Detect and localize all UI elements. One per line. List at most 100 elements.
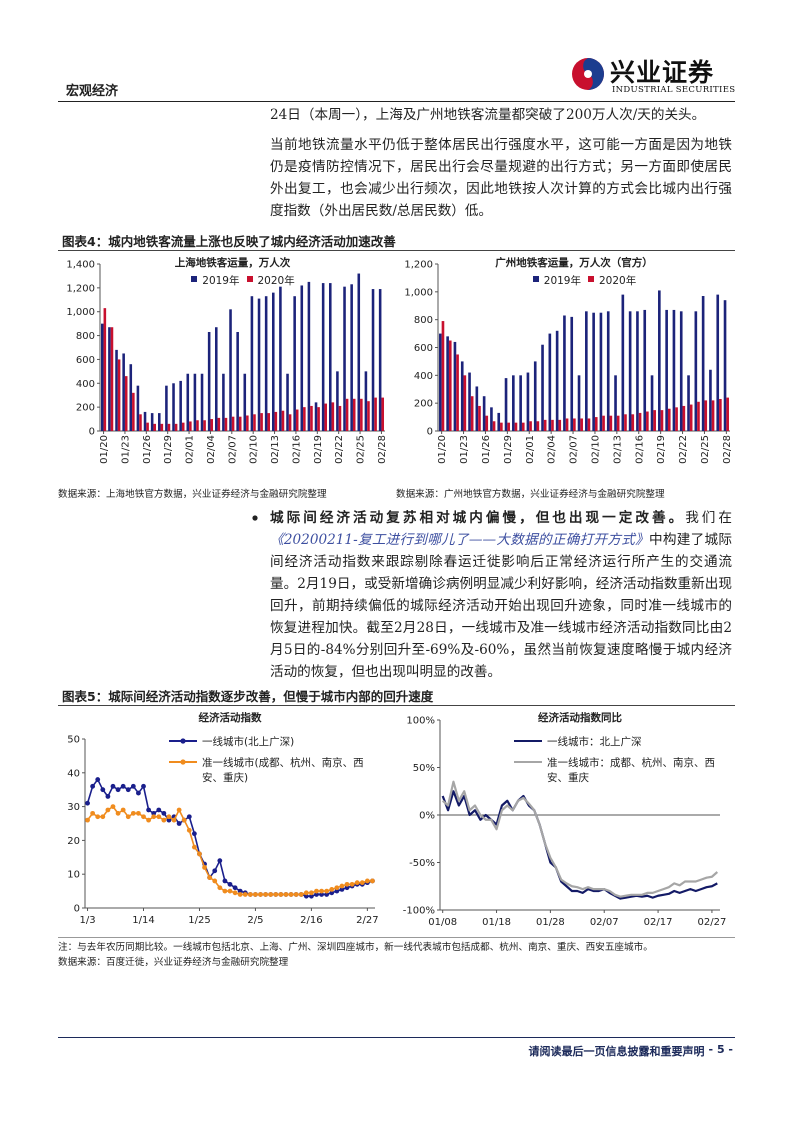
bar bbox=[139, 414, 142, 431]
swatch bbox=[588, 276, 594, 282]
x-tick-label: 02/19 bbox=[656, 435, 667, 464]
point bbox=[171, 817, 177, 823]
logo-name: 兴业证券 bbox=[610, 58, 715, 87]
bar bbox=[460, 361, 464, 431]
point bbox=[161, 817, 167, 823]
point bbox=[115, 787, 121, 793]
report-link[interactable]: 《20200211-复工进行到哪儿了——大数据的正确打开方式》 bbox=[270, 532, 650, 548]
bar bbox=[153, 423, 157, 431]
bar bbox=[478, 405, 481, 431]
bar bbox=[186, 373, 190, 431]
point bbox=[319, 892, 324, 897]
bar bbox=[189, 421, 192, 431]
logo-icon bbox=[572, 58, 604, 90]
y-tick-label: 50% bbox=[413, 763, 435, 774]
chart-svg: -100% -50% 0% 50% 100% 01/08 01/18 01/28 02/07 02… bbox=[403, 711, 727, 928]
x-tick-label: 01/08 bbox=[428, 917, 457, 928]
swatch-marker bbox=[180, 738, 186, 744]
legend-label: 一线城市：北上广深 bbox=[547, 736, 642, 748]
bar bbox=[160, 423, 164, 431]
bar bbox=[665, 309, 668, 431]
legend-item: 一线城市：北上广深 bbox=[513, 734, 718, 749]
bar bbox=[108, 327, 111, 431]
x-tick-label: 01/18 bbox=[482, 917, 511, 928]
point bbox=[90, 783, 96, 789]
bar bbox=[490, 407, 493, 431]
bar bbox=[293, 296, 296, 431]
point bbox=[136, 810, 141, 816]
y-tick-label: 1,200 bbox=[66, 283, 95, 294]
bar bbox=[660, 410, 664, 431]
bar bbox=[631, 414, 635, 431]
legend-item: 2019年 bbox=[532, 273, 581, 288]
bar bbox=[716, 294, 720, 431]
bar bbox=[295, 409, 299, 431]
point bbox=[166, 817, 172, 823]
bar bbox=[321, 283, 325, 431]
point bbox=[181, 817, 187, 823]
legend-item: 准一线城市(成都、杭州、南京、西安、重庆) bbox=[168, 755, 373, 785]
x-tick-label: 02/07 bbox=[569, 435, 580, 464]
line bbox=[441, 780, 719, 898]
point bbox=[186, 827, 192, 833]
bar bbox=[229, 309, 232, 431]
x-tick-label: 02/01 bbox=[525, 435, 536, 464]
bar bbox=[267, 413, 271, 431]
bar bbox=[439, 333, 442, 431]
point bbox=[217, 858, 223, 864]
legend-item: 2020年 bbox=[246, 273, 295, 288]
bar bbox=[210, 419, 214, 431]
legend-label: 2020年 bbox=[257, 275, 295, 287]
legend-item: 准一线城市：成都、杭州、南京、西安、重庆 bbox=[513, 755, 718, 785]
bar bbox=[512, 375, 515, 431]
bar bbox=[328, 283, 332, 431]
point bbox=[125, 814, 131, 820]
bar bbox=[500, 422, 503, 431]
point bbox=[349, 881, 355, 887]
point bbox=[324, 888, 330, 894]
x-tick-label: 02/28 bbox=[377, 435, 388, 464]
point bbox=[95, 814, 101, 820]
bar bbox=[701, 296, 705, 431]
bar bbox=[650, 375, 654, 431]
bar bbox=[675, 407, 678, 431]
bar bbox=[338, 405, 342, 431]
bar bbox=[200, 373, 204, 431]
x-tick-label: 2/27 bbox=[356, 915, 378, 926]
bar bbox=[594, 417, 598, 431]
point bbox=[207, 875, 213, 880]
chart: -100% -50% 0% 50% 100% 01/08 01/18 01/28 02/07 02… bbox=[400, 706, 735, 936]
legend-item: 2019年 bbox=[190, 273, 240, 288]
bar bbox=[371, 289, 375, 431]
point bbox=[125, 787, 131, 793]
logo-english: INDUSTRIAL SECURITIES bbox=[612, 85, 736, 95]
bar bbox=[103, 308, 107, 431]
point bbox=[212, 868, 218, 874]
point bbox=[105, 807, 111, 813]
bar bbox=[628, 311, 632, 431]
bar bbox=[643, 309, 647, 431]
bar bbox=[646, 411, 649, 431]
legend-item: 2020年 bbox=[587, 273, 636, 288]
bar bbox=[555, 330, 559, 431]
bar bbox=[453, 341, 457, 431]
bar bbox=[441, 321, 445, 431]
point bbox=[191, 844, 197, 850]
y-tick-label: 1,400 bbox=[66, 260, 95, 271]
legend-label: 2020年 bbox=[599, 275, 637, 287]
bar bbox=[558, 419, 562, 431]
bar bbox=[136, 385, 140, 431]
point bbox=[202, 865, 207, 870]
bar bbox=[250, 296, 254, 431]
point bbox=[156, 807, 162, 813]
x-tick-label: 01/23 bbox=[120, 435, 131, 464]
point bbox=[115, 810, 121, 816]
bar bbox=[336, 371, 339, 431]
bar bbox=[281, 410, 285, 431]
point bbox=[314, 888, 319, 894]
bar bbox=[636, 311, 639, 431]
y-tick-label: 20 bbox=[67, 836, 80, 847]
bar bbox=[238, 416, 242, 431]
header-rule bbox=[58, 101, 735, 102]
point bbox=[344, 885, 350, 891]
